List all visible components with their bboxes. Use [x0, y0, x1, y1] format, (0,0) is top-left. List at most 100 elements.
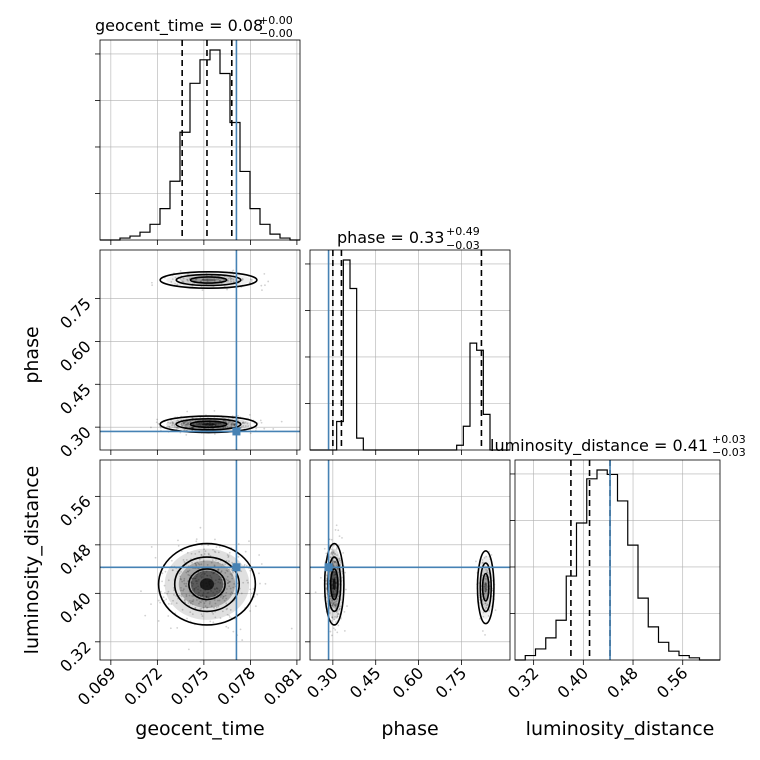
sample-point [192, 599, 195, 601]
sample-point [249, 278, 252, 281]
sample-point [219, 279, 221, 282]
title-geocent-time-sup: +0.00 [259, 14, 293, 27]
sample-point [198, 563, 201, 566]
sample-point [481, 562, 484, 564]
sample-point [194, 278, 197, 281]
sample-point [216, 590, 218, 593]
sample-point [201, 594, 204, 597]
sample-point [140, 590, 142, 593]
sample-point [254, 605, 257, 608]
sample-point [214, 424, 217, 427]
sample-point [250, 280, 253, 283]
sample-point [325, 583, 328, 586]
sample-point [183, 560, 186, 563]
sample-point [194, 577, 196, 580]
contour-line [479, 562, 493, 613]
sample-point [227, 582, 229, 585]
sample-point [483, 587, 486, 590]
x-tick-label-phase: 0.75 [432, 663, 471, 702]
x-tick-label-geocent-time: 0.069 [74, 663, 120, 709]
sample-point [201, 615, 204, 617]
sample-point [245, 564, 248, 567]
sample-point [196, 561, 198, 564]
sample-point [185, 434, 188, 436]
y-tick-label-phase: 0.60 [56, 337, 95, 376]
sample-point [331, 561, 334, 563]
sample-point [338, 557, 341, 560]
sample-point [202, 560, 205, 562]
sample-point [333, 570, 335, 573]
sample-point [203, 548, 205, 551]
sample-point [484, 582, 487, 585]
sample-point [219, 596, 222, 598]
sample-point [226, 570, 229, 573]
sample-point [484, 602, 487, 605]
sample-point [171, 569, 174, 572]
sample-point [195, 278, 198, 281]
sample-point [331, 553, 334, 555]
sample-point [188, 426, 191, 428]
sample-point [185, 559, 188, 561]
sample-point [334, 552, 336, 555]
sample-point [249, 425, 252, 428]
sample-point [220, 422, 223, 425]
sample-point [182, 589, 184, 592]
sample-point [191, 613, 194, 616]
sample-point [232, 269, 235, 272]
sample-point [207, 591, 210, 594]
x-tick-label-luminosity-distance: 0.48 [603, 663, 642, 702]
sample-point [215, 423, 218, 426]
sample-point [215, 546, 218, 549]
sample-point [242, 581, 245, 584]
sample-point [212, 591, 215, 594]
sample-point [332, 593, 335, 596]
sample-point [198, 422, 200, 425]
sample-point [323, 547, 326, 550]
sample-point [214, 279, 216, 281]
sample-point [485, 588, 488, 591]
sample-point [232, 281, 235, 283]
sample-point [215, 606, 218, 609]
sample-point [217, 422, 219, 425]
sample-point [213, 587, 216, 590]
sample-point [198, 423, 201, 425]
sample-point [224, 572, 227, 574]
sample-point [336, 615, 339, 617]
sample-point [215, 278, 218, 281]
sample-point [248, 281, 251, 284]
sample-point [240, 426, 242, 429]
sample-point [198, 558, 201, 561]
sample-point [333, 561, 336, 564]
sample-point [240, 425, 243, 428]
sample-point [339, 563, 342, 566]
sample-point [186, 278, 188, 281]
sample-point [191, 417, 194, 419]
sample-point [186, 424, 189, 426]
sample-point [332, 564, 335, 567]
sample-point [216, 573, 218, 575]
sample-point [335, 611, 338, 613]
sample-point [228, 580, 231, 583]
sample-point [182, 280, 185, 283]
sample-point [201, 594, 204, 597]
sample-point [213, 409, 216, 412]
sample-point [167, 421, 169, 424]
sample-point [219, 422, 222, 425]
sample-point [213, 550, 216, 553]
sample-point [221, 597, 224, 600]
sample-point [486, 603, 489, 606]
sample-point [161, 572, 164, 575]
sample-point [193, 587, 196, 590]
sample-point [249, 588, 252, 591]
sample-point [189, 599, 191, 602]
sample-point [231, 561, 234, 564]
sample-point [227, 279, 229, 282]
sample-point [197, 594, 199, 597]
sample-point [227, 277, 230, 280]
sample-point [342, 552, 345, 554]
contour-line [173, 556, 241, 613]
sample-point [203, 573, 206, 576]
sample-point [195, 579, 198, 582]
sample-point [198, 550, 201, 553]
sample-point [168, 425, 170, 428]
